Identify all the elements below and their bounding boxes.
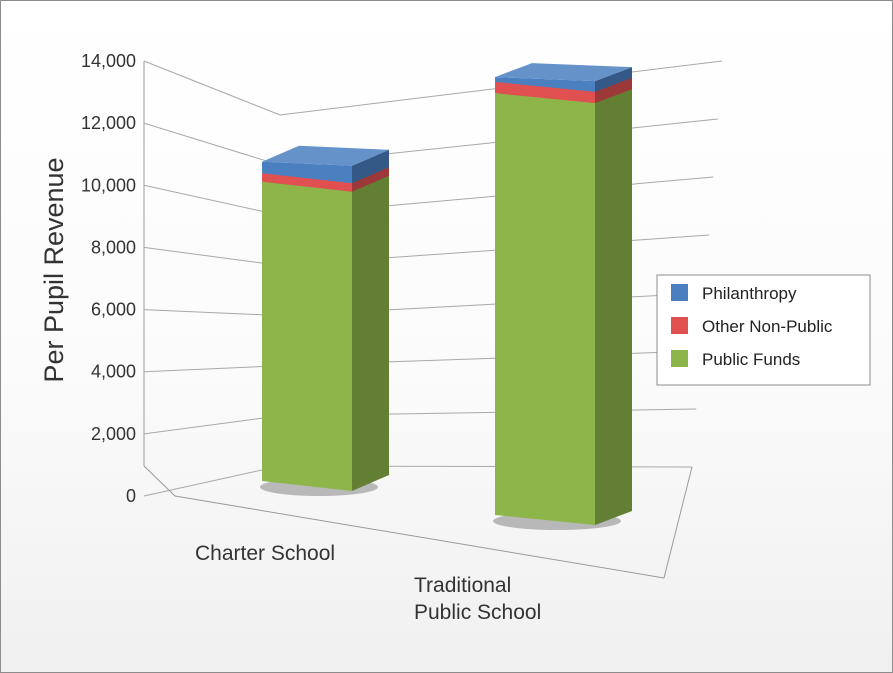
bar-top-face [495,63,632,82]
legend-label-philanthropy: Philanthropy [702,284,797,303]
y-tick-label: 4,000 [91,362,136,382]
y-tick-label: 14,000 [81,51,136,71]
y-tick-label: 0 [126,486,136,506]
legend-swatch-other-non-public [671,317,688,334]
bar-segment-philanthropy-front [495,77,595,92]
bar-top-face [262,145,389,166]
category-labels: Charter School Traditional Public School [195,542,541,624]
legend-box [656,274,871,386]
legend-swatch-public-funds [671,350,688,367]
bar-segment-public-funds-side [352,169,389,491]
y-tick-label: 2,000 [91,424,136,444]
y-tick-label: 12,000 [81,113,136,133]
bar-segment-philanthropy-side [352,149,389,184]
category-label-traditional-public-school: Traditional Public School [414,574,541,624]
category-label-charter-school: Charter School [195,542,335,565]
legend-label-public-funds: Public Funds [702,350,800,369]
legend-label-other-non-public: Other Non-Public [702,317,833,336]
floor-left-edge [143,465,176,497]
bar-segment-public-funds-front [495,93,595,526]
y-tick-label: 8,000 [91,237,136,257]
bar-segment-public-funds-side [595,83,632,526]
y-tick-label: 6,000 [91,300,136,320]
floor-right-edge [663,466,693,579]
y-tick-label: 10,000 [81,175,136,195]
y-tick-labels: 0 2,000 4,000 6,000 8,000 10,000 12,000 14,000 [81,51,136,506]
floor-front-edge [174,495,665,579]
gridline [143,60,723,116]
bar-traditional-public-school [493,63,632,530]
bar-segment-philanthropy-front [262,161,352,184]
bar-charter-school [260,145,389,496]
bar-segment-philanthropy-side [595,67,632,92]
legend-swatch-philanthropy [671,284,688,301]
bar-segment-public-funds-front [262,181,352,491]
legend: Philanthropy Other Non-Public Public Funds [656,274,871,386]
grid-layer [143,60,723,579]
y-axis-label: Per Pupil Revenue [39,157,69,382]
bars-layer [260,63,632,530]
